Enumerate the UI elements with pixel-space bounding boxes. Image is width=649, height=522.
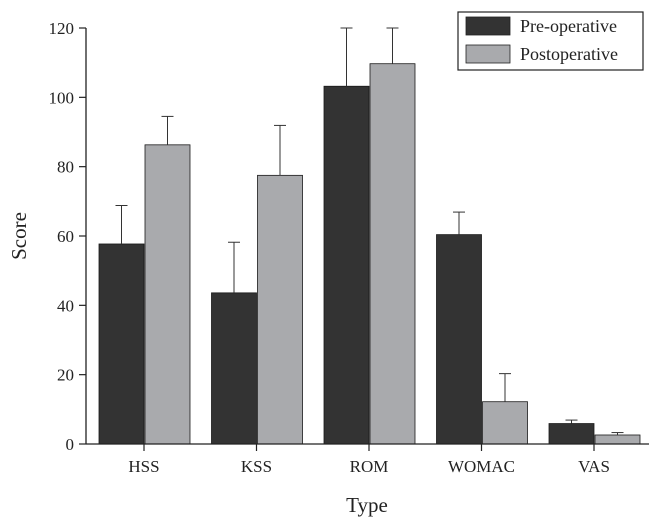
- x-tick-label-vas: VAS: [578, 457, 610, 476]
- bar-pre-operative-kss: [211, 292, 257, 445]
- x-tick-label-womac: WOMAC: [448, 457, 515, 476]
- error-bars-layer: [115, 27, 624, 435]
- bar-pre-operative-womac: [436, 234, 482, 445]
- bar-pre-operative-rom: [323, 85, 370, 445]
- legend: Pre-operative Postoperative: [457, 11, 644, 71]
- bar-postoperative-hss: [144, 144, 191, 445]
- y-tick-label-60: 60: [57, 227, 74, 246]
- x-axis-title: Type: [346, 493, 388, 517]
- bar-postoperative-vas: [594, 434, 641, 445]
- y-ticks: 0 20 40 60 80 100 120: [49, 19, 86, 454]
- legend-swatch-pre-operative: [465, 16, 511, 36]
- bars-layer: [98, 63, 641, 445]
- y-tick-label-20: 20: [57, 366, 74, 385]
- legend-label-postoperative: Postoperative: [520, 44, 618, 64]
- x-tick-label-kss: KSS: [241, 457, 272, 476]
- legend-label-pre-operative: Pre-operative: [520, 16, 617, 36]
- legend-swatch-postoperative: [465, 44, 511, 64]
- bar-pre-operative-vas: [548, 423, 595, 445]
- bar-postoperative-rom: [369, 63, 416, 445]
- y-tick-label-80: 80: [57, 158, 74, 177]
- y-tick-label-0: 0: [66, 435, 75, 454]
- y-tick-label-40: 40: [57, 296, 74, 315]
- bar-postoperative-kss: [257, 174, 303, 445]
- y-axis-title: Score: [7, 212, 31, 260]
- x-tick-label-hss: HSS: [128, 457, 159, 476]
- x-ticks: HSS KSS ROM WOMAC VAS: [128, 444, 610, 476]
- bar-pre-operative-hss: [98, 243, 145, 445]
- y-tick-label-120: 120: [49, 19, 75, 38]
- bar-postoperative-womac: [482, 401, 528, 445]
- x-tick-label-rom: ROM: [350, 457, 389, 476]
- y-tick-label-100: 100: [49, 88, 75, 107]
